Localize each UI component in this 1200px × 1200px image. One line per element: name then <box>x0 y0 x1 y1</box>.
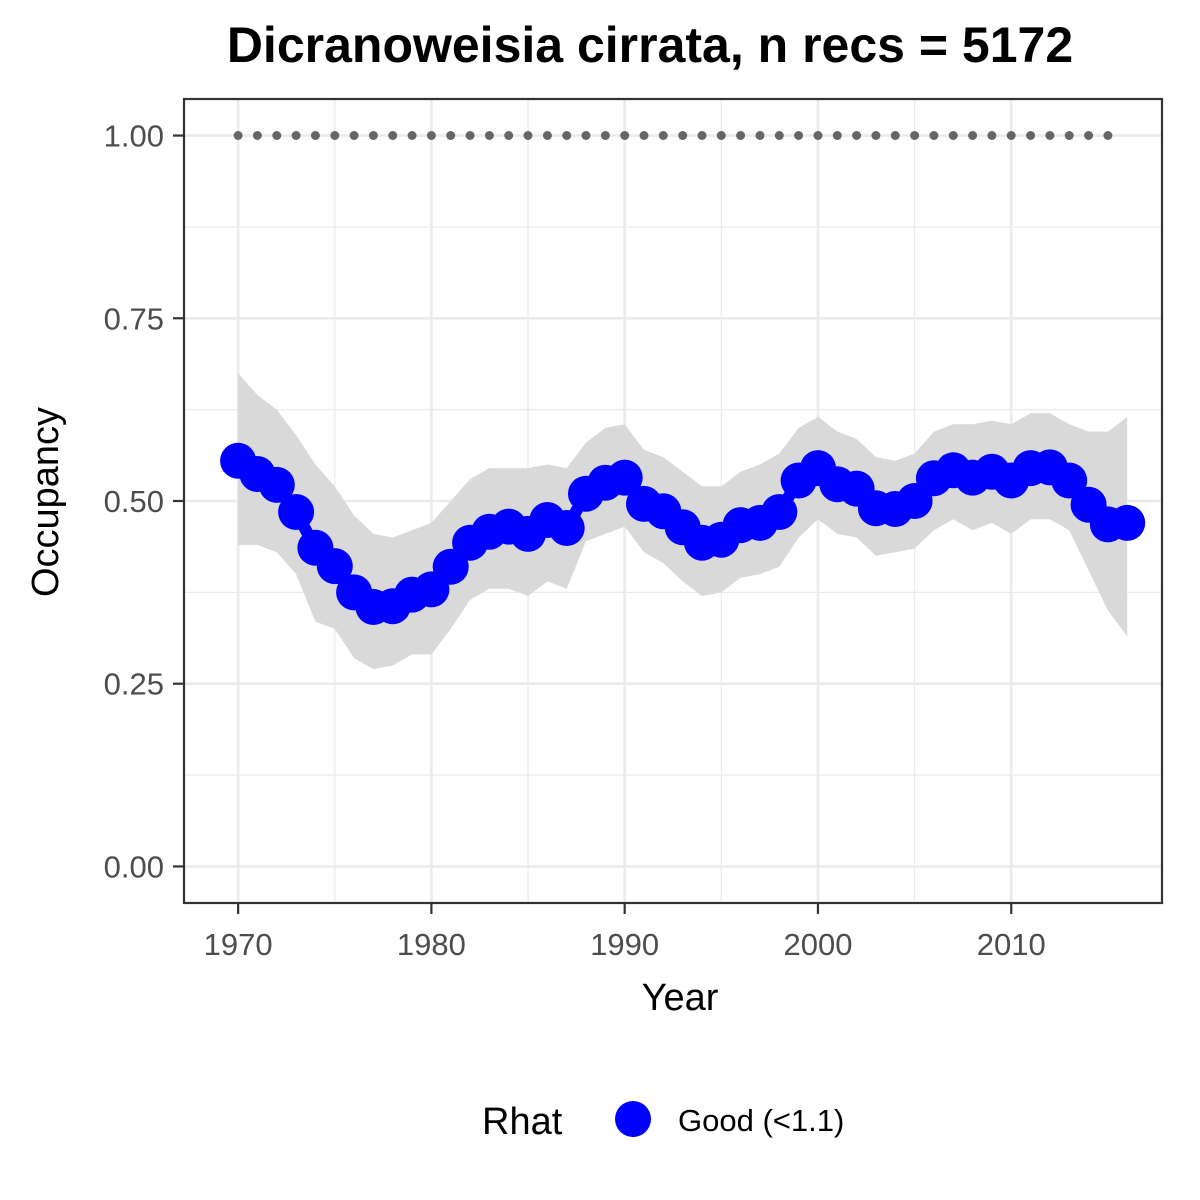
reference-dot <box>620 131 630 140</box>
data-point <box>1051 462 1088 499</box>
data-point <box>761 494 798 530</box>
reference-dot <box>774 131 784 140</box>
y-axis-title: Occupancy <box>25 407 67 597</box>
data-point <box>258 466 295 503</box>
reference-dot <box>581 131 591 140</box>
legend-key-good <box>615 1101 651 1137</box>
reference-dot <box>794 131 804 140</box>
reference-dot <box>233 131 243 140</box>
y-tick-label: 0.75 <box>104 301 164 336</box>
x-tick-label: 1970 <box>204 927 273 962</box>
reference-dot <box>658 131 668 140</box>
reference-dot <box>349 131 359 140</box>
reference-dot <box>542 131 552 140</box>
reference-dot <box>368 131 378 140</box>
y-tick-label: 0.25 <box>104 667 164 702</box>
data-point <box>1109 504 1146 541</box>
y-tick-label: 0.00 <box>104 849 164 884</box>
data-layer <box>220 131 1146 670</box>
reference-dot <box>330 131 340 140</box>
reference-dot <box>310 131 320 140</box>
reference-dot <box>968 131 978 140</box>
reference-dot <box>813 131 823 140</box>
reference-dot <box>639 131 649 140</box>
x-axis-title: Year <box>642 977 719 1019</box>
reference-dot <box>426 131 436 140</box>
reference-dot <box>1103 131 1113 140</box>
x-tick-label: 2010 <box>977 927 1046 962</box>
reference-dot <box>716 131 726 140</box>
reference-dot <box>562 131 572 140</box>
reference-dot <box>407 131 417 140</box>
reference-dot <box>446 131 456 140</box>
reference-dot <box>1026 131 1036 140</box>
reference-dot <box>929 131 939 140</box>
reference-dot <box>272 131 282 140</box>
reference-dot <box>504 131 514 140</box>
reference-dot <box>252 131 262 140</box>
reference-dot <box>1084 131 1094 140</box>
reference-dot <box>948 131 958 140</box>
data-point <box>606 459 643 496</box>
reference-dot <box>736 131 746 140</box>
reference-dot <box>1045 131 1055 140</box>
reference-dot <box>987 131 997 140</box>
data-point <box>432 548 469 585</box>
reference-dot <box>678 131 688 140</box>
chart-title: Dicranoweisia cirrata, n recs = 5172 <box>227 17 1073 73</box>
y-tick-label: 0.50 <box>104 484 164 519</box>
reference-dot <box>600 131 610 140</box>
reference-dot <box>852 131 862 140</box>
reference-dot <box>910 131 920 140</box>
legend-title: Rhat <box>482 1101 563 1143</box>
reference-dot <box>871 131 881 140</box>
reference-dot <box>523 131 533 140</box>
reference-dot <box>484 131 494 140</box>
data-point <box>278 494 315 530</box>
legend-label-good: Good (<1.1) <box>678 1103 844 1138</box>
reference-dot <box>697 131 707 140</box>
y-tick-label: 1.00 <box>104 119 164 154</box>
reference-dot <box>832 131 842 140</box>
axes: 1970 1980 1990 2000 2010 0.00 0.25 0.50 0.75 1.00 <box>104 97 1164 962</box>
reference-dot <box>465 131 475 140</box>
x-tick-label: 1990 <box>590 927 659 962</box>
x-tick-label: 1980 <box>397 927 466 962</box>
reference-dot <box>388 131 398 140</box>
x-tick-label: 2000 <box>783 927 852 962</box>
reference-dot <box>1006 131 1016 140</box>
reference-dot <box>755 131 765 140</box>
reference-dot <box>291 131 301 140</box>
data-point <box>548 510 585 546</box>
reference-dot <box>890 131 900 140</box>
data-point <box>316 548 353 585</box>
reference-dot <box>1064 131 1074 140</box>
